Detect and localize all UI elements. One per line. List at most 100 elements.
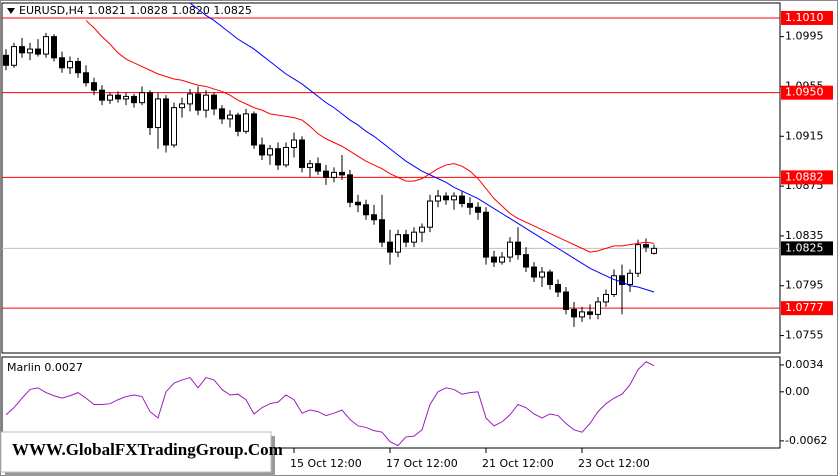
candle-body [507, 241, 513, 258]
candle-body [403, 234, 409, 243]
candle-body [115, 94, 121, 100]
candle-body [19, 46, 25, 54]
candle-body [331, 171, 337, 178]
candle-body [259, 144, 265, 156]
candle-body [515, 241, 521, 256]
indicator-line [5, 361, 655, 447]
candle-body [539, 271, 545, 278]
candle-body [275, 148, 281, 166]
level-label: 1.0950 [785, 86, 824, 99]
level-label-box [781, 10, 833, 25]
y-tick-label: 1.0755 [785, 329, 824, 342]
y-tick-label: 0.0034 [785, 358, 824, 371]
x-tick-label: 15 Oct 12:00 [290, 457, 362, 470]
candle-body [643, 244, 649, 248]
candle-body [107, 94, 113, 101]
y-tick-label: 0.00 [785, 385, 810, 398]
candle-body [475, 206, 481, 213]
candle-body [411, 231, 417, 243]
level-label: 1.0777 [785, 301, 824, 314]
candle-body [67, 61, 73, 69]
candle-body [291, 139, 297, 148]
candle-body [59, 57, 65, 69]
y-tick-label: 1.0915 [785, 129, 824, 142]
candle-body [307, 163, 313, 168]
candle-body [619, 275, 625, 285]
candle-body [75, 61, 81, 74]
candle-body [211, 94, 217, 110]
level-label: 1.1010 [785, 11, 824, 24]
candle-body [219, 108, 225, 120]
indicator-panel [1, 356, 781, 449]
watermark: WWW.GlobalFXTradingGroup.Com [0, 431, 283, 476]
candle-body [131, 95, 137, 104]
candle-body [11, 46, 17, 66]
last-price-box [781, 241, 833, 256]
candle-body [179, 103, 185, 109]
candle-body [427, 200, 433, 228]
candle-body [251, 113, 257, 146]
candle-body [379, 219, 385, 243]
candle-body [315, 163, 321, 172]
candle-body [43, 36, 49, 55]
last-price-label: 1.0825 [785, 241, 824, 254]
candle-body [595, 301, 601, 315]
candle-body [51, 36, 57, 59]
candle-body [387, 241, 393, 253]
candle-body [547, 271, 553, 285]
indicator-title: Marlin 0.0027 [7, 361, 83, 374]
y-tick-label: 1.0995 [785, 30, 824, 43]
candle-body [483, 211, 489, 258]
level-label-box [781, 301, 833, 316]
candle-body [499, 256, 505, 263]
candle-body [283, 146, 289, 166]
candle-body [531, 266, 537, 278]
moving-average [189, 3, 655, 293]
price-panel [1, 2, 781, 354]
candle-body [3, 54, 9, 66]
candle-body [419, 226, 425, 233]
candle-body [139, 92, 145, 104]
candle-body [611, 275, 617, 295]
x-tick-label: 23 Oct 12:00 [578, 457, 650, 470]
candle-body [571, 308, 577, 318]
candle-body [243, 113, 249, 132]
menu-arrow [7, 8, 15, 14]
candle-body [35, 48, 41, 55]
candle-body [371, 214, 377, 221]
candle-body [267, 148, 273, 156]
candle-body [27, 48, 33, 54]
candle-body [155, 98, 161, 129]
candle-body [339, 171, 345, 176]
candle-body [323, 170, 329, 178]
candle-body [347, 174, 353, 203]
candle-body [203, 94, 209, 111]
candle-body [635, 244, 641, 274]
candle-body [163, 98, 169, 146]
candle-body [395, 234, 401, 253]
watermark-text: WWW.GlobalFXTradingGroup.Com [12, 440, 283, 459]
candle-body [227, 114, 233, 120]
candle-body [459, 195, 465, 205]
level-label-box [781, 170, 833, 185]
x-tick-label: 17 Oct 12:00 [386, 457, 458, 470]
candle-body [299, 139, 305, 168]
candle-body [187, 93, 193, 105]
candle-body [555, 283, 561, 293]
candle-body [355, 201, 361, 206]
candle-body [147, 92, 153, 129]
candle-body [563, 291, 569, 310]
y-tick-label: -0.0062 [785, 434, 827, 447]
candle-body [195, 93, 201, 111]
candle-body [123, 95, 129, 100]
y-tick-label: 1.0795 [785, 279, 824, 292]
candle-body [363, 204, 369, 216]
level-label-box [781, 85, 833, 100]
candle-body [435, 195, 441, 202]
x-tick-label: 21 Oct 12:00 [482, 457, 554, 470]
candle-body [451, 195, 457, 201]
candle-body [83, 72, 89, 84]
